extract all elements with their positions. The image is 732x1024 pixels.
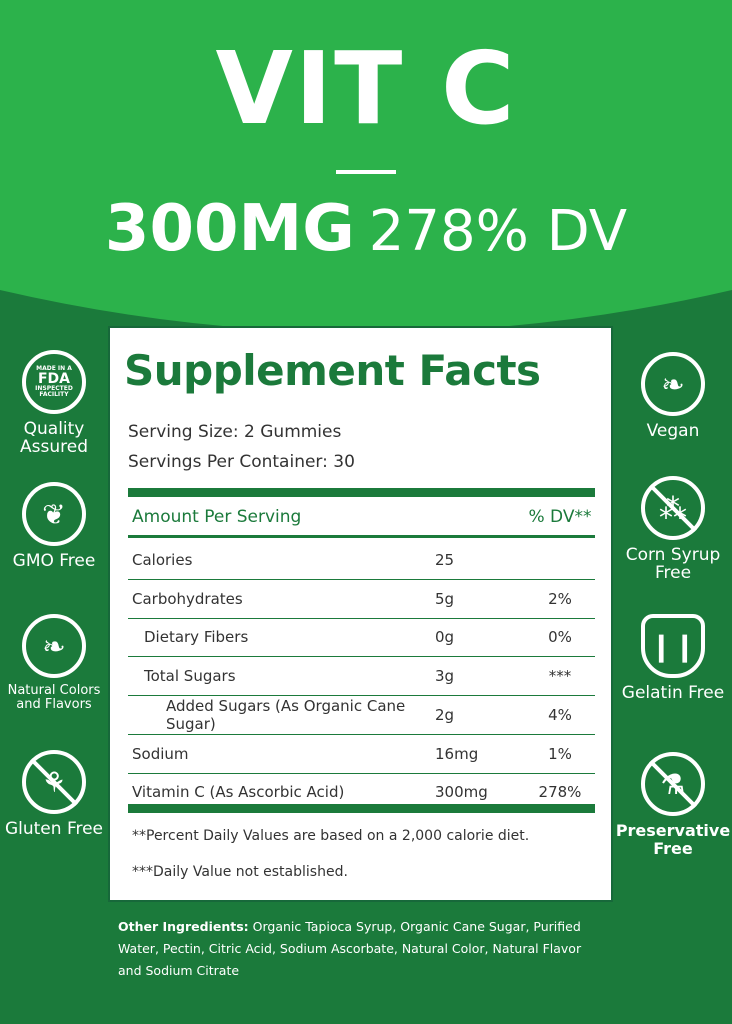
sprout-icon: ❦ xyxy=(22,482,86,546)
badge-corn-syrup-free: ⁂ Corn Syrup Free xyxy=(614,476,732,582)
table-row: Added Sugars (As Organic Cane Sugar) 2g 4% xyxy=(128,696,595,735)
badge-natural: ❧ Natural Colors and Flavors xyxy=(0,614,108,712)
ingredients-label: Other Ingredients: xyxy=(118,919,249,934)
footnote-dv: **Percent Daily Values are based on a 2,… xyxy=(132,828,530,844)
nutrient-dv: *** xyxy=(548,667,572,686)
divider xyxy=(336,170,396,174)
badge-label: Vegan xyxy=(646,421,700,441)
nutrient-dv: 4% xyxy=(548,705,572,724)
nutrient-dv: 2% xyxy=(548,589,572,608)
badge-label: Quality Assured xyxy=(20,419,88,457)
dose: 300MG xyxy=(104,192,355,266)
badge-label: GMO Free xyxy=(12,551,96,571)
col-amount: Amount Per Serving xyxy=(132,507,302,527)
table-row: Total Sugars 3g *** xyxy=(128,657,595,697)
nutrient-amount: 5g xyxy=(435,589,455,608)
ingredients-text: Organic Tapioca Syrup, Organic Cane Suga… xyxy=(118,919,582,978)
badge-preservative-free: ⚗ Preservative Free xyxy=(614,752,732,858)
nutrient-name: Calories xyxy=(132,551,193,569)
table-row: Dietary Fibers 0g 0% xyxy=(128,618,595,658)
table-row: Calories 25 xyxy=(128,541,595,580)
jelly-icon: ❙❙ xyxy=(641,614,705,678)
nutrient-dv: 278% xyxy=(538,783,582,802)
facts-title: Supplement Facts xyxy=(124,346,541,395)
nutrient-name: Added Sugars (As Organic Cane Sugar) xyxy=(166,696,406,733)
nutrient-amount: 3g xyxy=(435,667,455,686)
nutrient-name: Total Sugars xyxy=(144,667,236,686)
other-ingredients: Other Ingredients: Organic Tapioca Syrup… xyxy=(118,916,588,982)
no-flask-icon: ⚗ xyxy=(641,752,705,816)
badge-label: Gluten Free xyxy=(4,819,104,839)
nutrient-dv: 0% xyxy=(548,628,572,647)
nutrient-name: Carbohydrates xyxy=(132,589,243,608)
supplement-facts-panel: Supplement Facts Serving Size: 2 Gummies… xyxy=(108,326,613,902)
nutrient-amount: 0g xyxy=(435,628,455,647)
footnote-not-established: ***Daily Value not established. xyxy=(132,864,348,880)
nutrient-amount: 16mg xyxy=(435,744,479,763)
fda-badge-icon: MADE IN A FDA INSPECTED FACILITY xyxy=(22,350,86,414)
thick-rule xyxy=(128,488,595,497)
nutrient-name: Vitamin C (As Ascorbic Acid) xyxy=(132,783,345,802)
table-row: Sodium 16mg 1% xyxy=(128,735,595,774)
badge-vegan: ❧ Vegan xyxy=(614,352,732,440)
table-row: Carbohydrates 5g 2% xyxy=(128,580,595,619)
serving-size: Serving Size: 2 Gummies xyxy=(128,422,342,442)
badge-quality-assured: MADE IN A FDA INSPECTED FACILITY Quality As… xyxy=(0,350,108,456)
daily-value: 278% DV xyxy=(368,199,628,264)
nutrient-amount: 2g xyxy=(435,705,455,724)
badge-label: Corn Syrup Free xyxy=(625,545,721,583)
nutrient-dv: 1% xyxy=(548,744,572,763)
thick-rule-bottom xyxy=(128,804,595,813)
servings-per-container: Servings Per Container: 30 xyxy=(128,452,355,472)
nutrient-amount: 300mg xyxy=(435,783,488,802)
badge-gluten-free: ⚘ Gluten Free xyxy=(0,750,108,838)
dose-line: 300MG 278% DV xyxy=(0,192,732,266)
badge-label: Gelatin Free xyxy=(621,683,725,703)
nutrient-name: Dietary Fibers xyxy=(144,628,249,647)
col-dv: % DV** xyxy=(528,507,592,527)
badge-label: Preservative Free xyxy=(615,821,731,858)
no-wheat-icon: ⚘ xyxy=(22,750,86,814)
header-background xyxy=(0,0,732,333)
header-curve xyxy=(0,0,732,333)
product-title: VIT C xyxy=(215,30,517,147)
nutrient-amount: 25 xyxy=(435,551,455,569)
nutrient-name: Sodium xyxy=(132,744,189,763)
leaves-icon: ❧ xyxy=(641,352,705,416)
badge-label: Natural Colors and Flavors xyxy=(7,683,101,712)
badge-gmo-free: ❦ GMO Free xyxy=(0,482,108,570)
no-corn-icon: ⁂ xyxy=(641,476,705,540)
badge-gelatin-free: ❙❙ Gelatin Free xyxy=(614,614,732,702)
table-header: Amount Per Serving % DV** xyxy=(128,499,595,538)
leaf-icon: ❧ xyxy=(22,614,86,678)
